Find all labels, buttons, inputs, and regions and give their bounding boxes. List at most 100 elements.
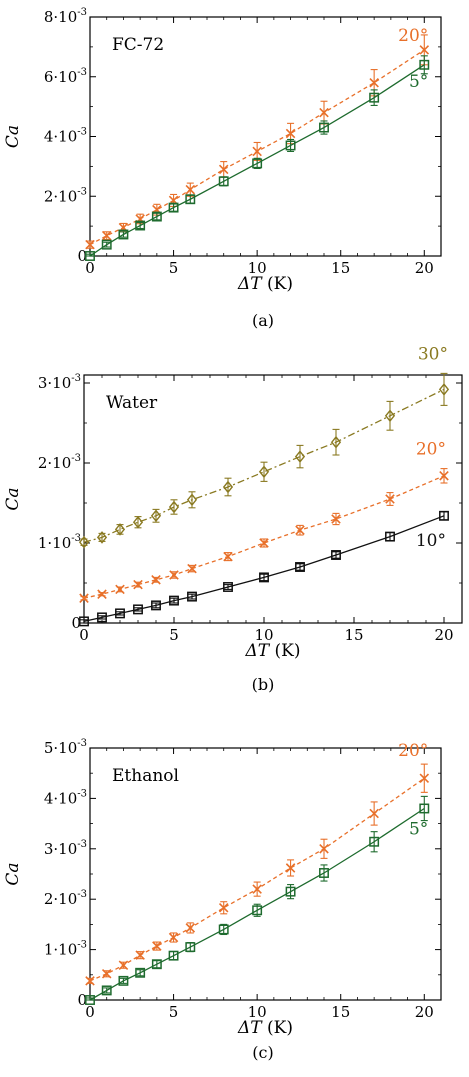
chart-panel-1: 0 5 10 15 20 0 1·10-3 2·10-3 3·10-3 ΔT (K) Ca Water… xyxy=(3,344,463,694)
data-point xyxy=(218,903,229,913)
data-point xyxy=(118,229,129,240)
x-tick-label: 15 xyxy=(344,626,363,644)
x-tick-label: 5 xyxy=(169,259,179,277)
x-tick-label: 15 xyxy=(331,1003,350,1021)
data-point xyxy=(319,868,329,878)
data-point xyxy=(259,538,269,548)
series-label: 20° xyxy=(416,440,446,460)
x-tick-label: 0 xyxy=(85,259,95,277)
data-point xyxy=(169,570,179,580)
series-label: 20° xyxy=(398,26,428,46)
series-1: 5° xyxy=(85,55,430,261)
data-point xyxy=(85,239,95,250)
y-tick-label: 6·10-3 xyxy=(44,67,87,86)
chart-panel-0: 0 5 10 15 20 0 2·10-3 4·10-3 6·10-3 8·10-3 ΔT (K) C… xyxy=(3,7,442,330)
subfigure-label: (c) xyxy=(252,1043,273,1062)
data-point xyxy=(97,612,107,623)
data-point xyxy=(185,923,196,933)
y-tick-label: 2·10-3 xyxy=(38,453,81,472)
data-point xyxy=(419,45,430,55)
data-point xyxy=(419,803,430,814)
data-point xyxy=(223,551,233,562)
data-point xyxy=(285,140,296,151)
data-point xyxy=(79,616,89,627)
data-point xyxy=(223,582,233,592)
data-point xyxy=(369,92,380,103)
data-point xyxy=(151,211,162,222)
series-0: 20° xyxy=(85,26,430,250)
data-point xyxy=(419,59,430,70)
data-point xyxy=(151,600,161,611)
x-tick-label: 5 xyxy=(169,626,179,644)
data-point xyxy=(185,942,196,953)
data-point xyxy=(185,184,196,195)
data-point xyxy=(118,975,129,986)
data-point xyxy=(168,950,179,961)
data-point xyxy=(79,593,89,603)
y-tick-label: 5·10-3 xyxy=(44,738,87,757)
data-point xyxy=(85,251,95,261)
data-point xyxy=(78,535,90,549)
y-tick-label: 2·10-3 xyxy=(44,889,87,908)
series-1: 5° xyxy=(85,795,430,1005)
y-tick-label: 0 xyxy=(77,247,87,265)
data-point xyxy=(439,471,449,481)
subfigure-label: (a) xyxy=(252,311,274,330)
data-point xyxy=(369,836,380,847)
x-tick-label: 0 xyxy=(79,626,89,644)
x-axis-label: ΔT (K) xyxy=(237,274,293,294)
series-1: 20° xyxy=(79,440,449,603)
y-tick-label: 2·10-3 xyxy=(44,186,87,205)
data-point xyxy=(438,383,450,396)
x-tick-label: 5 xyxy=(169,1003,179,1021)
data-point xyxy=(133,604,143,615)
x-tick-label: 10 xyxy=(254,626,273,644)
x-tick-label: 20 xyxy=(415,1003,434,1021)
data-point xyxy=(97,589,107,599)
data-point xyxy=(252,146,262,157)
data-point xyxy=(135,950,145,960)
panel-title: Ethanol xyxy=(112,766,179,786)
data-point xyxy=(96,531,108,544)
data-point xyxy=(101,239,112,250)
series-0: 30° xyxy=(78,344,450,549)
y-axis-label: Ca xyxy=(3,125,23,148)
data-point xyxy=(285,886,296,897)
data-point xyxy=(331,514,341,524)
series-label: 5° xyxy=(409,819,428,839)
x-tick-label: 0 xyxy=(85,1003,95,1021)
series-label: 20° xyxy=(398,741,428,761)
data-point xyxy=(168,932,179,943)
data-point xyxy=(187,563,197,574)
data-point xyxy=(285,128,296,139)
data-point xyxy=(168,202,179,213)
series-label: 30° xyxy=(418,344,448,364)
x-tick-label: 15 xyxy=(331,259,350,277)
series-0: 20° xyxy=(85,741,430,986)
data-point xyxy=(168,500,180,514)
data-point xyxy=(222,480,234,494)
x-tick-label: 20 xyxy=(415,259,434,277)
data-point xyxy=(185,194,196,205)
data-point xyxy=(295,562,305,572)
y-axis-label: Ca xyxy=(3,487,23,510)
plot-frame xyxy=(83,374,463,624)
data-point xyxy=(85,976,95,986)
data-point xyxy=(85,995,95,1005)
data-point xyxy=(150,509,162,523)
series-2: 10° xyxy=(79,510,449,627)
data-point xyxy=(330,435,342,449)
x-tick-label: 10 xyxy=(248,259,267,277)
data-point xyxy=(252,905,263,916)
data-point xyxy=(259,572,269,583)
data-point xyxy=(151,575,161,585)
data-point xyxy=(186,493,198,507)
data-point xyxy=(295,525,305,535)
y-tick-label: 4·10-3 xyxy=(44,788,87,807)
panel-title: Water xyxy=(106,393,158,413)
data-point xyxy=(118,960,129,970)
data-point xyxy=(114,523,126,536)
data-point xyxy=(252,158,263,169)
data-point xyxy=(258,465,270,479)
